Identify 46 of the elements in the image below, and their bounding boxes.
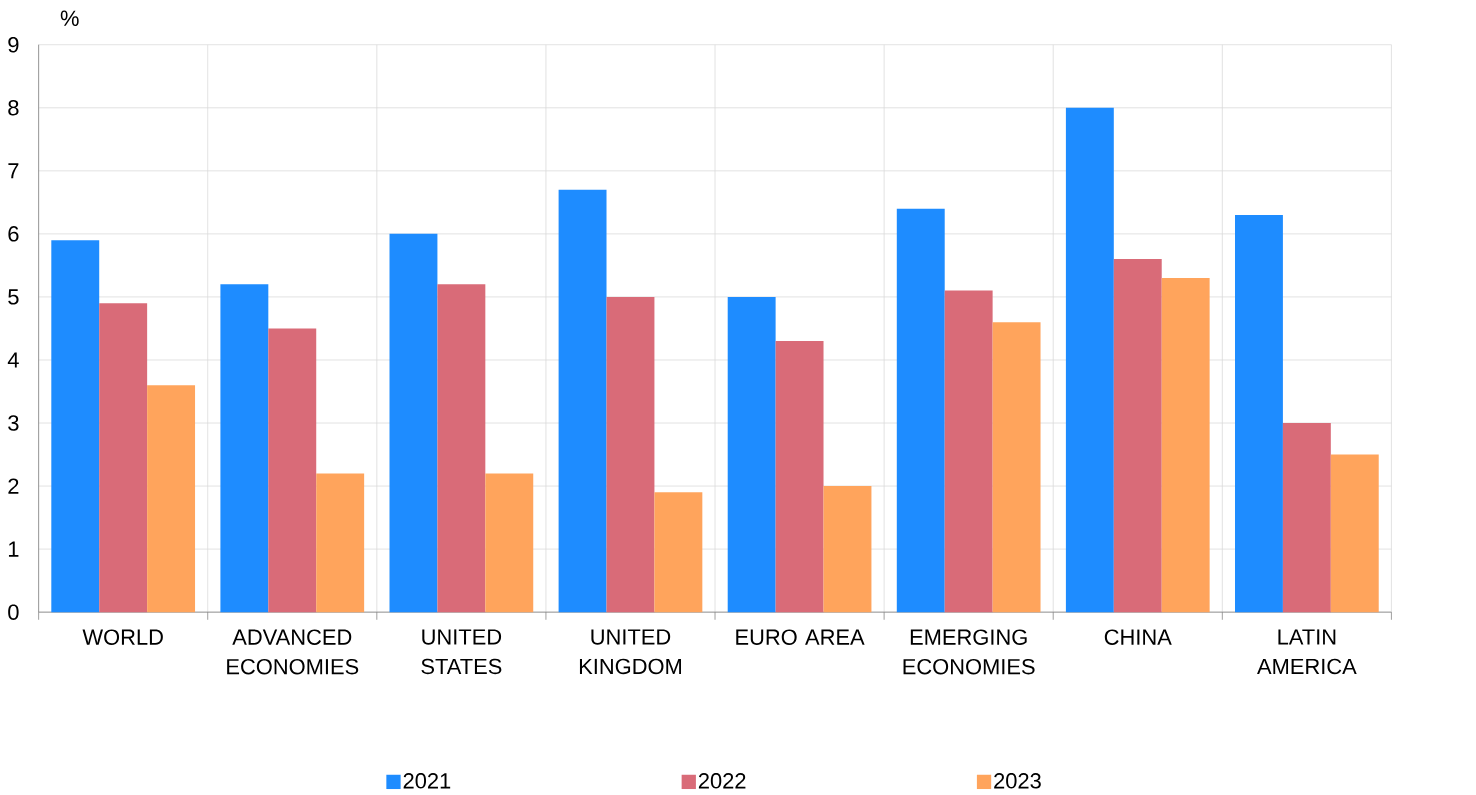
bar xyxy=(1065,107,1114,612)
bar xyxy=(775,340,824,612)
bar xyxy=(992,321,1041,612)
bar xyxy=(1235,214,1283,612)
bar xyxy=(316,473,365,612)
bar xyxy=(896,208,945,612)
bar xyxy=(1330,454,1379,612)
x-tick-label: UNITED STATES xyxy=(421,629,502,674)
y-tick-label: 3 xyxy=(8,415,19,431)
y-tick-label: 1 xyxy=(8,541,19,557)
bar xyxy=(51,239,100,612)
bar xyxy=(558,189,607,612)
x-tick-label: ADVANCED ECONOMIES xyxy=(227,629,359,675)
bar xyxy=(944,290,993,612)
bar xyxy=(389,233,438,612)
bar xyxy=(220,284,269,612)
y-tick-label: 0 xyxy=(8,604,19,620)
x-tick-label: EURO AREA xyxy=(736,629,865,645)
bar xyxy=(268,328,317,612)
bar xyxy=(654,492,703,612)
bar xyxy=(823,485,872,612)
x-tick-label: CHINA xyxy=(1104,629,1172,645)
bar xyxy=(99,303,148,612)
y-tick-label: 8 xyxy=(8,99,19,116)
y-tick-label: 2 xyxy=(8,478,19,494)
bar xyxy=(485,473,534,612)
bar xyxy=(1113,258,1162,612)
y-tick-label: 6 xyxy=(8,225,19,242)
legend-label: 2022 xyxy=(698,772,746,789)
y-tick-label: 4 xyxy=(7,352,19,368)
bar xyxy=(727,296,776,612)
x-tick-label: WORLD xyxy=(82,629,163,645)
y-axis-title: % xyxy=(60,10,79,26)
bar xyxy=(1282,422,1331,612)
legend-label: 2023 xyxy=(994,772,1041,789)
legend-label: 2021 xyxy=(403,772,451,789)
x-tick-label: EMERGING ECONOMIES xyxy=(903,629,1035,675)
x-tick-label: LATIN AMERICA xyxy=(1257,629,1357,674)
y-tick-label: 9 xyxy=(8,36,19,53)
x-tick-label: UNITED KINGDOM xyxy=(579,629,681,674)
bar xyxy=(606,296,655,612)
bar xyxy=(437,284,486,612)
bar xyxy=(1161,277,1210,612)
bar xyxy=(147,384,196,612)
y-tick-label: 5 xyxy=(8,289,19,305)
y-tick-label: 7 xyxy=(8,163,19,179)
